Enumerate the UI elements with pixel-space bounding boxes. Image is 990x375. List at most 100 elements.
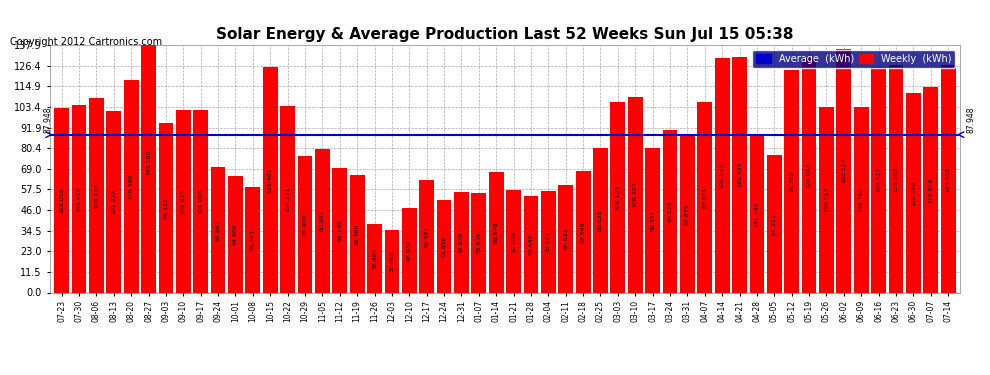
Text: 62.581: 62.581 [424,226,430,247]
Text: 145.180: 145.180 [147,150,151,175]
Text: 118.580: 118.580 [129,174,134,199]
Text: 87.948: 87.948 [966,106,975,133]
Bar [402,209,417,292]
Bar [853,107,868,292]
Bar [176,110,191,292]
Bar [437,200,451,292]
Bar [228,176,243,292]
Text: 108.176: 108.176 [94,183,99,208]
Text: 104.428: 104.428 [76,186,81,211]
Text: 106.043: 106.043 [720,163,725,188]
Bar [871,66,886,292]
Bar [420,180,434,292]
Bar [158,123,173,292]
Bar [54,108,69,292]
Text: 53.640: 53.640 [529,234,534,255]
Bar [263,68,277,292]
Text: 38.461: 38.461 [372,247,377,269]
Bar [662,130,677,292]
Text: 35.069: 35.069 [389,250,394,272]
Text: 109.202: 109.202 [633,182,638,207]
Text: Copyright 2012 Cartronics.com: Copyright 2012 Cartronics.com [10,37,162,47]
Bar [819,107,834,292]
Text: 56.802: 56.802 [545,231,550,252]
Bar [697,102,712,292]
Text: 87.851: 87.851 [702,187,707,208]
Bar [784,70,799,292]
Bar [576,171,590,292]
Bar [298,156,313,292]
Bar [89,99,104,292]
Bar [645,148,660,292]
Text: 80.001: 80.001 [320,210,325,231]
Bar [489,172,504,292]
Text: 125.903: 125.903 [894,166,899,192]
Bar [471,193,486,292]
Text: 125.461: 125.461 [267,167,273,193]
Text: 65.360: 65.360 [354,223,359,245]
Bar [246,187,260,292]
Bar [802,58,817,292]
Text: 87.351: 87.351 [772,213,777,235]
Text: 126.268: 126.268 [911,180,916,206]
Text: 106.105: 106.105 [616,184,621,210]
Text: 87.835: 87.835 [685,203,690,225]
Bar [837,49,851,292]
Text: 101.925: 101.925 [181,188,186,214]
Text: 60.022: 60.022 [563,228,568,249]
Bar [333,168,347,292]
Text: 55.626: 55.626 [476,232,481,254]
Text: 80.626: 80.626 [598,209,603,231]
Bar [454,192,469,292]
Bar [733,57,746,292]
Text: 104.171: 104.171 [285,186,290,212]
Bar [124,80,139,292]
Bar [367,224,382,292]
Text: 80.551: 80.551 [650,210,655,231]
Text: 56.826: 56.826 [459,231,464,253]
Bar [906,93,921,292]
Bar [889,65,903,292]
Text: 46.931: 46.931 [407,240,412,261]
Bar [593,148,608,292]
Text: 114.336: 114.336 [945,166,950,192]
Text: 67.549: 67.549 [580,221,586,243]
Text: 58.881: 58.881 [250,229,255,251]
Bar [749,136,764,292]
Bar [558,185,573,292]
Bar [767,155,782,292]
Text: 124.043: 124.043 [807,162,812,188]
Bar [940,66,955,292]
Text: 57.038: 57.038 [511,231,516,252]
Bar [628,96,643,292]
Text: 101.994: 101.994 [198,188,203,214]
Bar [211,167,226,292]
Text: 130.435: 130.435 [737,162,742,188]
Bar [280,106,295,292]
Text: 87.948: 87.948 [44,106,52,133]
Bar [680,135,695,292]
Text: 66.978: 66.978 [494,222,499,243]
Text: 103.059: 103.059 [59,188,64,213]
Bar [541,190,555,292]
Bar [315,149,330,292]
Text: 101.336: 101.336 [111,189,116,214]
Legend: Average  (kWh), Weekly  (kWh): Average (kWh), Weekly (kWh) [752,50,955,68]
Text: 69.981: 69.981 [216,219,221,241]
Text: 76.355: 76.355 [789,170,794,192]
Title: Solar Energy & Average Production Last 52 Weeks Sun Jul 15 05:38: Solar Energy & Average Production Last 5… [216,27,794,42]
Bar [107,111,121,292]
Bar [71,105,86,292]
Text: 75.900: 75.900 [303,214,308,235]
Text: 51.856: 51.856 [442,236,446,257]
Text: 103.517: 103.517 [842,158,846,183]
Bar [506,190,521,292]
Bar [349,175,364,292]
Text: 131.143: 131.143 [754,201,759,227]
Bar [611,102,626,292]
Text: 103.517: 103.517 [876,167,881,192]
Bar [715,58,730,292]
Bar [924,87,939,292]
Text: 135.790: 135.790 [858,187,863,212]
Bar [193,110,208,292]
